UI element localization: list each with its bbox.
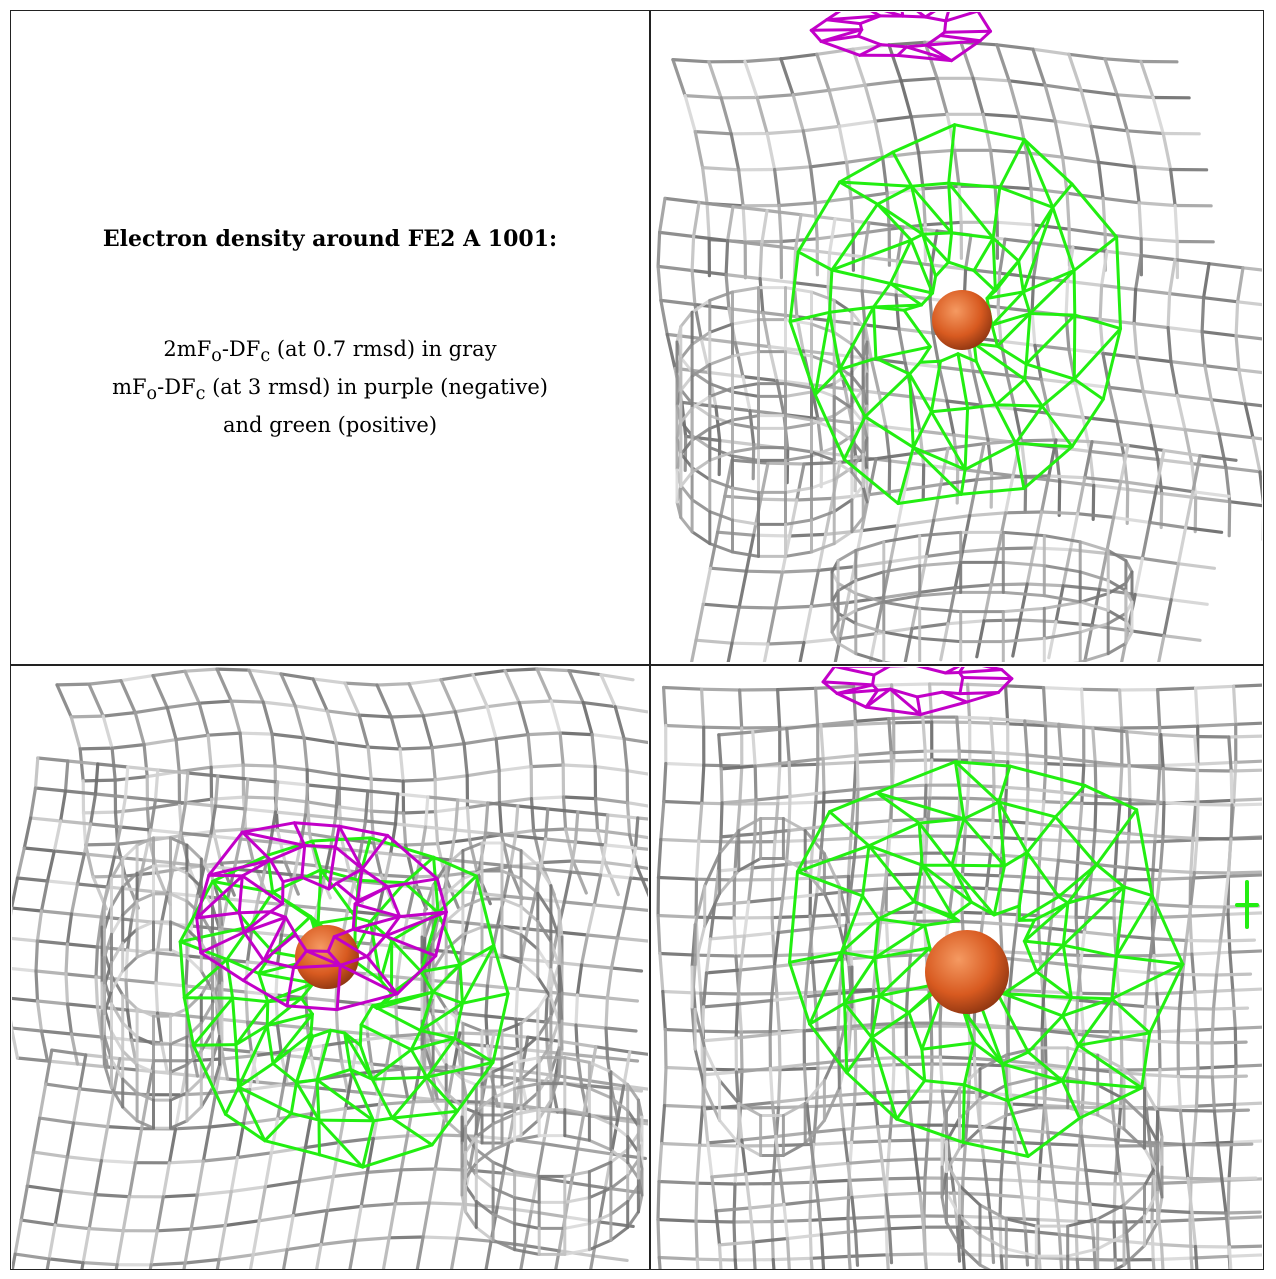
mesh-2fofc [656, 40, 1262, 662]
caption-line-2fofc: 2mFo-DFc (at 0.7 rmsd) in gray [12, 334, 648, 372]
mesh-2fofc [12, 667, 648, 1269]
mesh-negative [821, 667, 1014, 717]
grid-divider-horizontal [10, 664, 1264, 666]
fe-atom-icon [932, 290, 992, 350]
caption-title: Electron density around FE2 A 1001: [102, 226, 558, 252]
fe-atom-icon [925, 930, 1009, 1014]
mesh-negative [195, 821, 448, 1012]
text-fofc-sub-c: c [195, 384, 206, 405]
density-view-3 [652, 667, 1262, 1269]
text-fofc-sub-o: o [146, 384, 158, 405]
text-2fofc-sub-o: o [211, 346, 222, 367]
figure-frame [10, 10, 1264, 1270]
caption-panel: Electron density around FE2 A 1001: 2mFo… [12, 12, 648, 662]
mesh-positive [788, 760, 1259, 1158]
density-view-2-canvas [12, 667, 648, 1269]
text-2fofc-tail: (at 0.7 rmsd) in gray [270, 337, 497, 361]
text-2fofc-mid: -DF [221, 337, 261, 361]
density-view-1-canvas [656, 12, 1262, 662]
fe-atom-icon [295, 925, 359, 989]
caption-line-fofc-tail: and green (positive) [222, 413, 438, 438]
mesh-positive [788, 123, 1122, 505]
density-view-2 [12, 667, 648, 1269]
text-fofc-tail: (at 3 rmsd) in purple (negative) [205, 375, 548, 400]
caption-description: 2mFo-DFc (at 0.7 rmsd) in gray mFo-DFc (… [12, 334, 648, 441]
text-2fofc-sub-c: c [260, 346, 271, 367]
grid-divider-vertical [649, 10, 651, 1270]
mesh-negative [809, 12, 992, 63]
caption-line-fofc: mFo-DFc (at 3 rmsd) in purple (negative) [12, 372, 648, 410]
density-view-1 [652, 12, 1262, 662]
density-view-3-canvas [656, 667, 1262, 1269]
text-2fofc-lead: 2mF [163, 337, 212, 361]
text-fofc-mid: -DF [157, 375, 196, 400]
text-fofc-lead: mF [112, 375, 147, 400]
